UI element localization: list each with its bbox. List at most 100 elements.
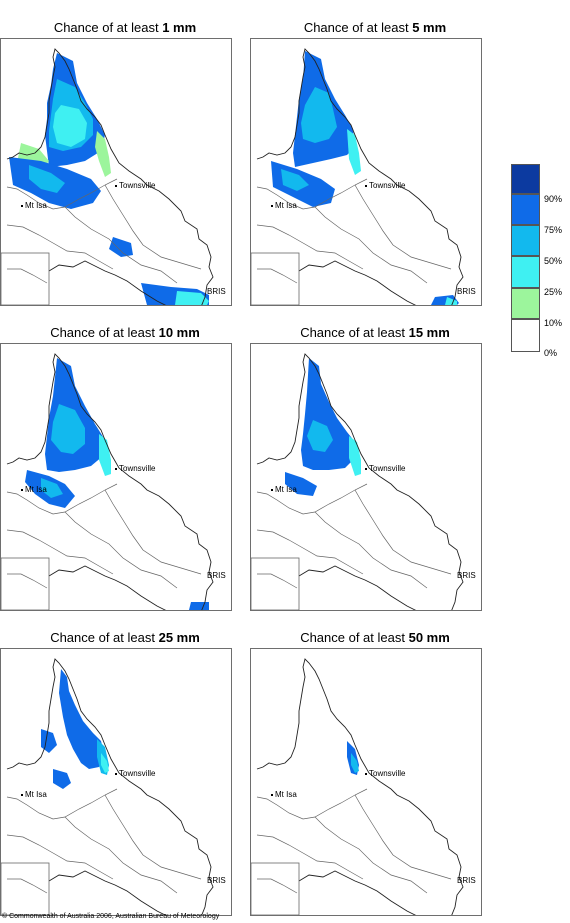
coastline: [256, 658, 464, 915]
legend-label-10: 10%: [544, 318, 563, 328]
region-boundary: [104, 184, 202, 270]
coastline: [256, 48, 464, 305]
region-boundary: [6, 529, 114, 575]
map-inset-box: [251, 557, 300, 610]
rainfall-probability-map: Townsville Mt Isa BRIS: [0, 38, 232, 306]
panel-title: Chance of at least 15 mm: [300, 325, 450, 340]
townsville-label: Townsville: [365, 181, 405, 190]
mt-isa-label: Mt Isa: [21, 201, 47, 210]
townsville-label: Townsville: [365, 464, 405, 473]
map-svg: [251, 658, 464, 915]
region-boundary: [257, 878, 298, 894]
mt-isa-label: Mt Isa: [271, 201, 297, 210]
region-boundary: [256, 834, 364, 880]
legend-swatch-50: [511, 225, 540, 256]
rainfall-probability-map: Townsville Mt Isa BRIS: [0, 343, 232, 611]
probability-region: [301, 87, 337, 143]
region-boundary: [6, 788, 118, 820]
region-boundary: [256, 529, 364, 575]
probability-region: [307, 420, 333, 452]
townsville-label: Townsville: [115, 769, 155, 778]
coastline: [6, 658, 214, 915]
region-boundary: [257, 268, 298, 284]
region-boundary: [6, 224, 114, 270]
map-inset-box: [1, 252, 50, 305]
region-boundary: [257, 573, 298, 589]
region-boundary: [354, 184, 452, 270]
map-svg: [1, 658, 214, 915]
mt-isa-label: Mt Isa: [21, 485, 47, 494]
bris-label: BRIS: [457, 287, 476, 296]
bris-label: BRIS: [457, 876, 476, 885]
legend-swatch-10: [511, 288, 540, 319]
coastline: [6, 48, 214, 305]
region-boundary: [7, 573, 48, 589]
probability-region: [445, 297, 457, 305]
rainfall-probability-map: Townsville Mt Isa BRIS: [0, 648, 232, 916]
bris-label: BRIS: [207, 287, 226, 296]
coastline: [256, 353, 464, 610]
legend-swatch-75: [511, 194, 540, 225]
legend-swatch-90: [511, 164, 540, 194]
legend-swatch-0: [511, 319, 540, 352]
probability-region: [53, 105, 87, 147]
map-inset-box: [251, 862, 300, 915]
region-boundary: [256, 224, 364, 270]
probability-region: [347, 129, 361, 175]
legend-label-50: 50%: [544, 256, 563, 266]
probability-region: [29, 165, 65, 193]
legend-swatch-25: [511, 256, 540, 288]
rainfall-probability-map: Townsville Mt Isa BRIS: [250, 648, 482, 916]
region-boundary: [256, 788, 368, 820]
mt-isa-label: Mt Isa: [21, 790, 47, 799]
townsville-label: Townsville: [115, 181, 155, 190]
bris-label: BRIS: [207, 876, 226, 885]
region-boundary: [6, 178, 118, 210]
townsville-label: Townsville: [115, 464, 155, 473]
probability-region: [175, 291, 209, 305]
region-boundary: [7, 878, 48, 894]
mt-isa-label: Mt Isa: [271, 790, 297, 799]
region-boundary: [64, 206, 178, 284]
region-boundary: [256, 483, 368, 515]
probability-region: [51, 404, 85, 454]
legend-label-75: 75%: [544, 225, 563, 235]
panel-title: Chance of at least 1 mm: [53, 20, 197, 35]
region-boundary: [354, 794, 452, 880]
panel-title: Chance of at least 50 mm: [300, 630, 450, 645]
region-boundary: [64, 511, 178, 589]
probability-region: [189, 602, 209, 610]
region-boundary: [7, 268, 48, 284]
map-svg: [1, 48, 214, 305]
legend-label-0: 0%: [544, 348, 558, 358]
probability-region: [285, 472, 317, 496]
rainfall-probability-map: Townsville Mt Isa BRIS: [250, 343, 482, 611]
rainfall-probability-map: Townsville Mt Isa BRIS: [250, 38, 482, 306]
coastline: [6, 353, 214, 610]
probability-region: [281, 169, 309, 191]
probability-region: [53, 769, 71, 789]
mt-isa-label: Mt Isa: [271, 485, 297, 494]
legend-label-25: 25%: [544, 287, 563, 297]
bris-label: BRIS: [457, 571, 476, 580]
panel-title: Chance of at least 25 mm: [50, 630, 200, 645]
probability-region: [41, 729, 57, 753]
panel-title: Chance of at least 10 mm: [50, 325, 200, 340]
bris-label: BRIS: [207, 571, 226, 580]
region-boundary: [314, 511, 428, 589]
map-inset-box: [1, 557, 50, 610]
region-boundary: [256, 178, 368, 210]
probability-region: [301, 358, 355, 470]
map-inset-box: [1, 862, 50, 915]
region-boundary: [104, 794, 202, 880]
probability-region: [349, 436, 361, 476]
probability-region: [351, 753, 359, 773]
probability-region: [41, 478, 63, 498]
region-boundary: [104, 489, 202, 575]
copyright-notice: © Commonwealth of Australia 2006, Austra…: [2, 913, 220, 920]
probability-region: [109, 237, 133, 257]
region-boundary: [6, 834, 114, 880]
map-inset-box: [251, 252, 300, 305]
legend-label-90: 90%: [544, 194, 563, 204]
probability-region: [59, 669, 105, 769]
